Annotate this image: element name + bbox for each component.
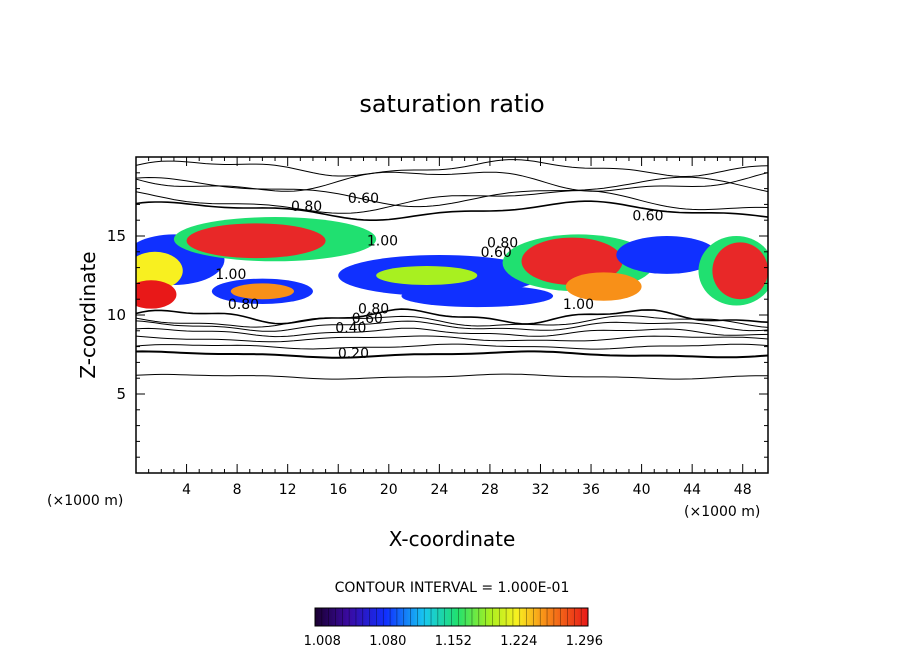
contour-label: 0.60: [348, 191, 379, 207]
y-axis-label: Z-coordinate: [76, 251, 100, 378]
x-tick-label: 8: [233, 482, 242, 498]
contour-line: [136, 176, 768, 208]
contour-line: [136, 320, 768, 332]
contour-line: [136, 343, 768, 350]
x-tick-label: 40: [633, 482, 651, 498]
chart-title: saturation ratio: [359, 90, 544, 118]
shaded-region: [136, 280, 177, 309]
shaded-region: [376, 266, 478, 285]
x-tick-label: 36: [582, 482, 600, 498]
y-tick-label: 15: [107, 227, 126, 245]
colorbar-tick-label: 1.296: [566, 634, 603, 649]
contour-label: 0.80: [487, 235, 518, 251]
x-tick-label: 24: [430, 482, 448, 498]
plot-area: 0.600.800.601.00 0.800.601.000.80 1.000.80…: [136, 159, 768, 380]
contour-label: 0.60: [352, 311, 383, 327]
x-tick-label: 16: [329, 482, 347, 498]
colorbar-tick-label: 1.152: [435, 634, 472, 649]
contour-line: [136, 190, 768, 214]
x-unit-right: (×1000 m): [684, 504, 760, 520]
contour-label: 0.60: [632, 208, 663, 224]
contour-line: [136, 335, 768, 343]
x-axis-ticks: 4 8 12 16 20 24 28 32 36 40 44 48: [148, 157, 756, 498]
y-tick-label: 5: [116, 385, 126, 403]
contour-label: 1.00: [367, 234, 398, 250]
supersaturation-shading: [136, 217, 768, 309]
contour-label: 0.20: [338, 346, 369, 362]
contour-lines: [136, 159, 768, 380]
contour-line: [136, 327, 768, 338]
colorbar-tick-label: 1.080: [369, 634, 406, 649]
y-axis-ticks: 5 10 15: [107, 172, 768, 458]
contour-label: 0.80: [291, 199, 322, 215]
contour-label: 0.40: [335, 321, 366, 337]
contour-interval-text: CONTOUR INTERVAL = 1.000E-01: [335, 580, 570, 596]
shaded-region: [712, 242, 768, 300]
contour-line: [136, 159, 768, 178]
x-tick-label: 32: [532, 482, 550, 498]
x-tick-label: 28: [481, 482, 499, 498]
contour-line: [136, 200, 768, 221]
x-tick-label: 48: [734, 482, 752, 498]
colorbar-tick-label: 1.008: [304, 634, 341, 649]
contour-label: 1.00: [563, 297, 594, 313]
x-tick-label: 20: [380, 482, 398, 498]
shaded-region: [565, 272, 642, 301]
x-tick-label: 44: [683, 482, 701, 498]
contour-line: [136, 373, 768, 380]
contour-labels: 0.600.800.601.00 0.800.601.000.80 1.000.80…: [215, 191, 663, 362]
contour-label: 0.80: [358, 302, 389, 318]
x-tick-label: 4: [182, 482, 191, 498]
contour-line: [136, 308, 768, 325]
colorbar-tick-label: 1.224: [500, 634, 537, 649]
shaded-region: [401, 284, 554, 308]
contour-label: 0.80: [228, 297, 259, 313]
plot-frame: [135, 156, 769, 474]
contour-line: [136, 315, 768, 328]
shaded-region: [136, 251, 183, 290]
y-tick-label: 10: [107, 306, 126, 324]
contour-label: 0.60: [481, 245, 512, 261]
shaded-region: [186, 223, 326, 259]
contour-line: [136, 171, 768, 192]
colorbar-ticks: 1.008 1.080 1.152 1.224 1.296: [304, 608, 603, 649]
contour-label: 1.00: [215, 267, 246, 283]
x-tick-label: 12: [279, 482, 297, 498]
contour-line: [136, 350, 768, 359]
x-unit-left: (×1000 m): [47, 493, 123, 509]
x-axis-label: X-coordinate: [389, 527, 516, 551]
shaded-region: [230, 283, 294, 300]
shaded-region: [616, 236, 718, 274]
